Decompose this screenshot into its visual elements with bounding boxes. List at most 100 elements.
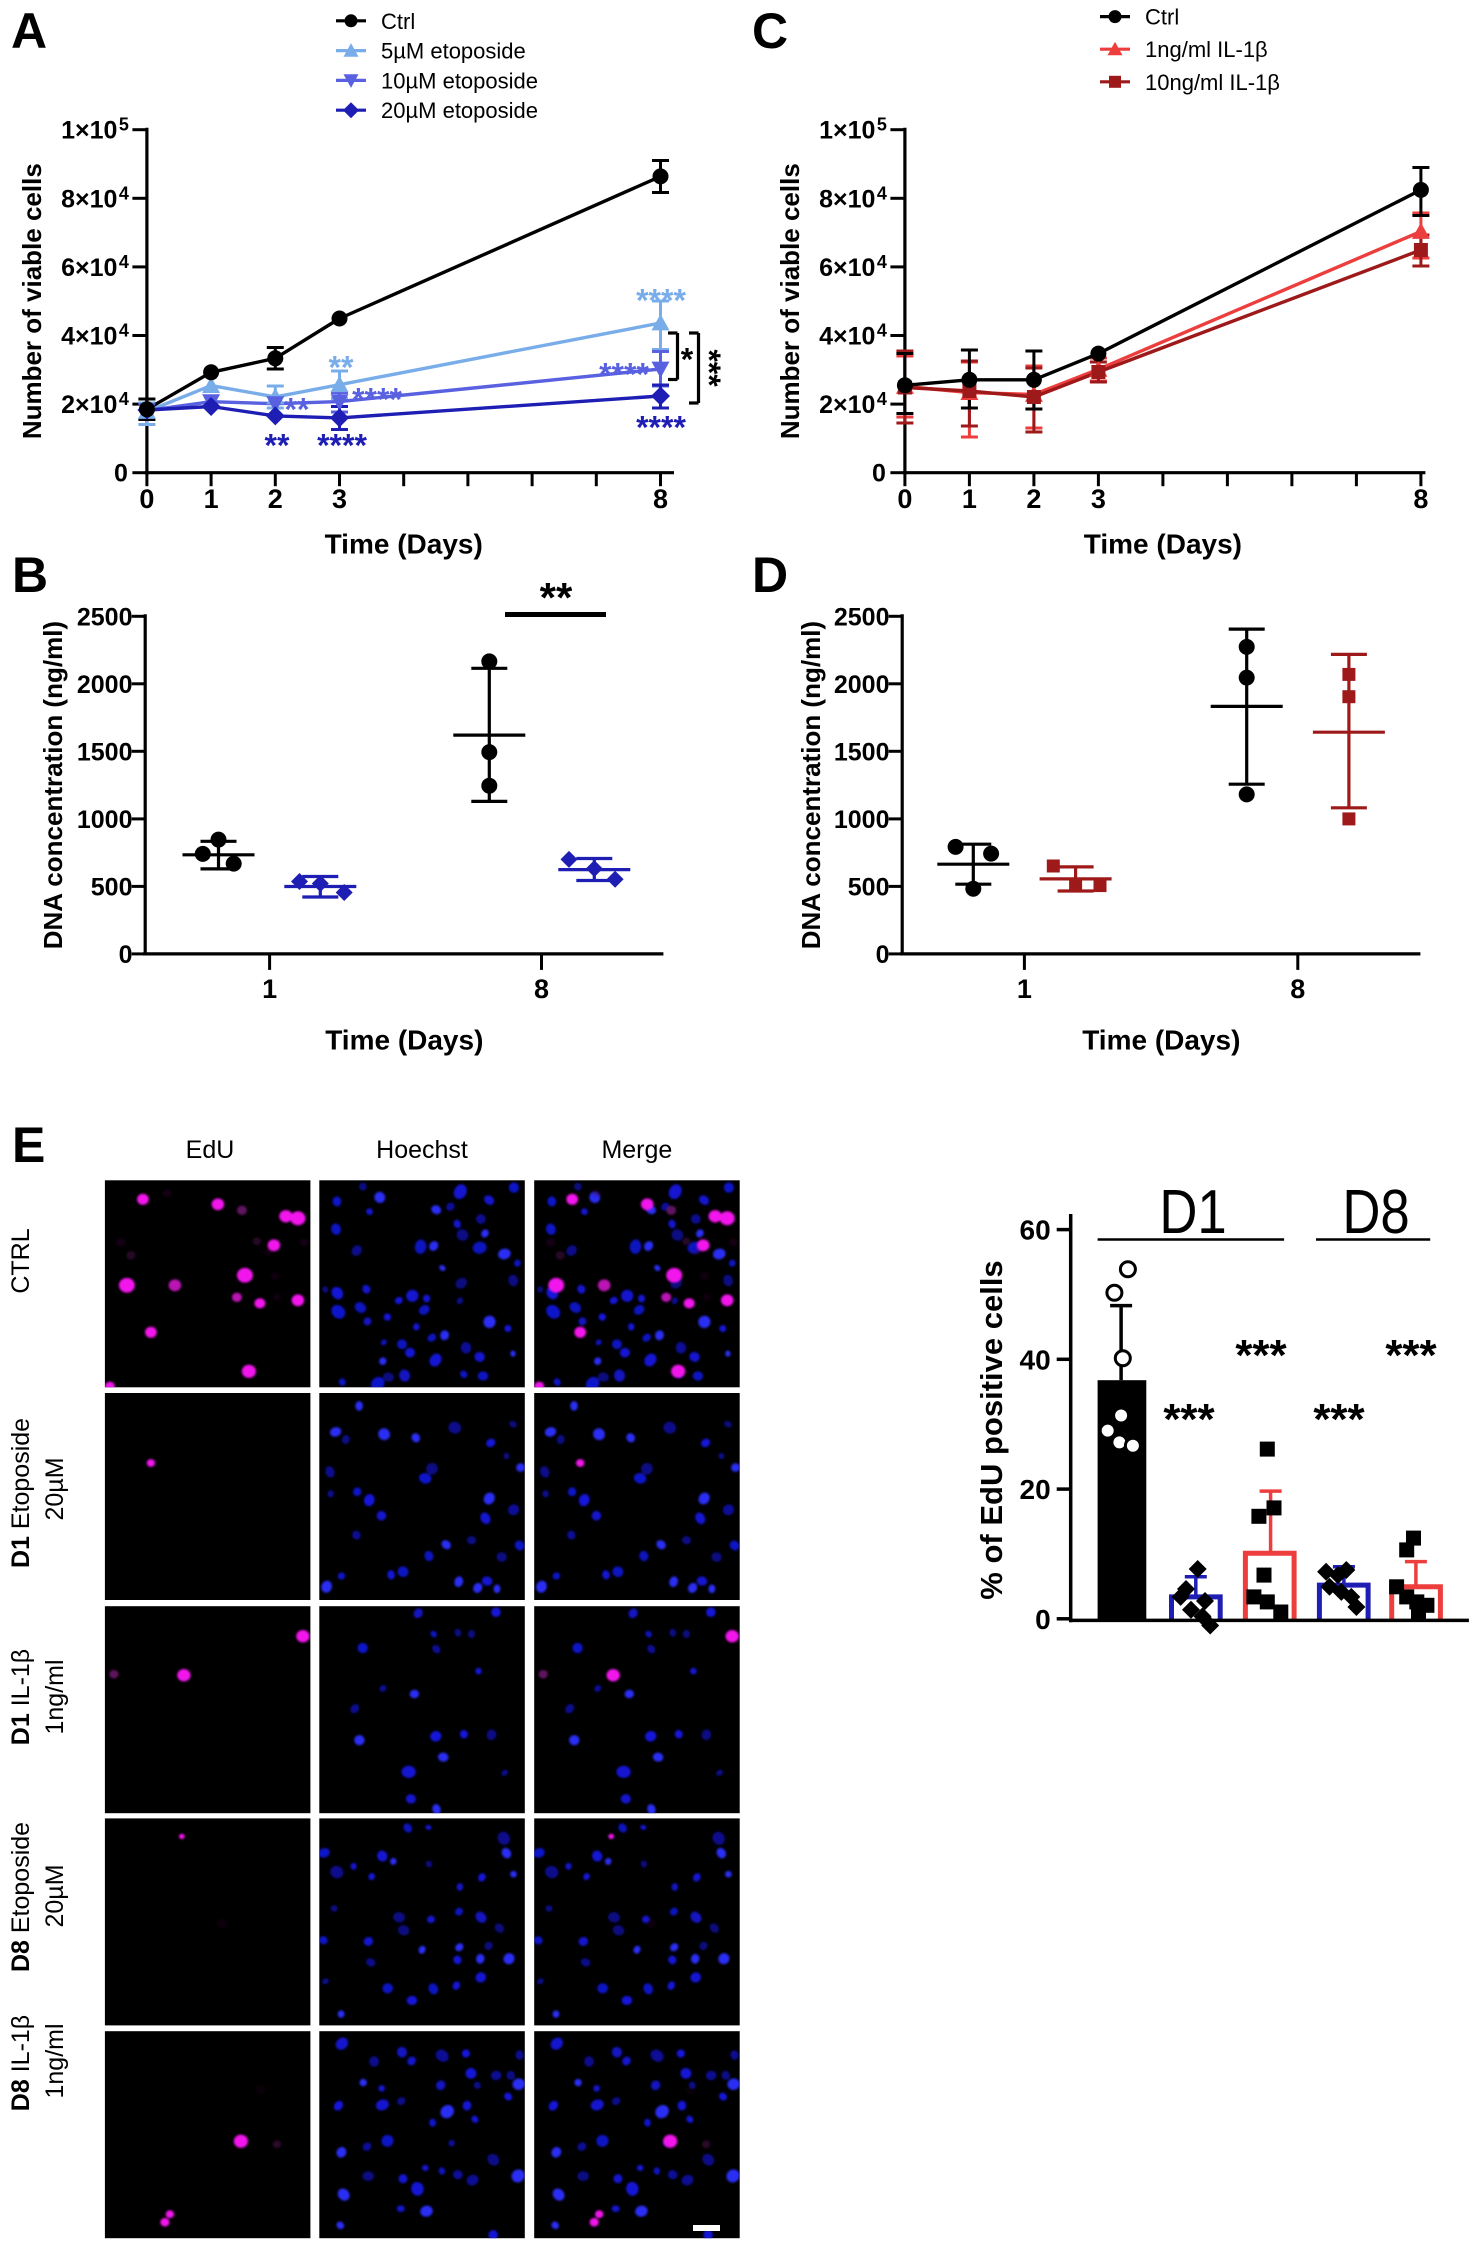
svg-text:**: ** <box>285 391 310 427</box>
svg-text:1000: 1000 <box>77 806 133 834</box>
svg-text:3: 3 <box>1091 484 1106 514</box>
svg-text:4×10: 4×10 <box>61 323 117 351</box>
svg-text:2: 2 <box>1026 484 1041 514</box>
svg-text:20µM etoposide: 20µM etoposide <box>381 98 538 123</box>
svg-text:2000: 2000 <box>77 671 133 699</box>
svg-text:D8: D8 <box>1342 1178 1409 1247</box>
svg-text:1000: 1000 <box>834 806 890 834</box>
svg-text:40: 40 <box>1020 1344 1051 1375</box>
svg-text:A: A <box>11 3 47 59</box>
svg-text:***: *** <box>691 349 727 387</box>
svg-text:4: 4 <box>119 389 129 409</box>
svg-text:8×10: 8×10 <box>819 185 875 213</box>
svg-text:8×10: 8×10 <box>61 185 117 213</box>
svg-text:8: 8 <box>1290 974 1305 1004</box>
svg-text:D: D <box>752 547 788 603</box>
svg-text:Ctrl: Ctrl <box>1145 5 1179 30</box>
svg-text:*: * <box>681 341 694 377</box>
svg-text:10µM etoposide: 10µM etoposide <box>381 68 538 93</box>
svg-text:****: **** <box>317 427 367 463</box>
svg-text:CTRL: CTRL <box>7 1228 35 1293</box>
svg-text:****: **** <box>599 356 649 392</box>
svg-text:4: 4 <box>877 183 887 203</box>
svg-text:5: 5 <box>119 115 129 135</box>
svg-text:5µM etoposide: 5µM etoposide <box>381 39 526 64</box>
svg-text:1: 1 <box>1017 974 1032 1004</box>
svg-text:Number of viable cells: Number of viable cells <box>17 163 47 439</box>
svg-text:Merge: Merge <box>601 1136 672 1164</box>
svg-text:D8 IL-1β: D8 IL-1β <box>7 2015 35 2111</box>
svg-text:***: *** <box>1313 1395 1365 1444</box>
svg-text:6×10: 6×10 <box>819 254 875 282</box>
svg-text:0: 0 <box>119 941 133 969</box>
svg-text:0: 0 <box>876 941 890 969</box>
svg-text:4: 4 <box>877 389 887 409</box>
svg-text:EdU: EdU <box>186 1136 235 1164</box>
svg-text:Time (Days): Time (Days) <box>1084 529 1242 560</box>
svg-text:B: B <box>12 547 48 603</box>
svg-text:Time (Days): Time (Days) <box>1082 1024 1240 1055</box>
svg-text:1ng/ml: 1ng/ml <box>41 2023 69 2098</box>
svg-text:DNA concentration (ng/ml): DNA concentration (ng/ml) <box>38 621 68 949</box>
svg-text:3: 3 <box>332 484 347 514</box>
svg-text:2000: 2000 <box>834 671 890 699</box>
svg-text:1500: 1500 <box>77 738 133 766</box>
svg-text:****: **** <box>636 409 686 445</box>
svg-text:20µM: 20µM <box>41 1864 69 1927</box>
svg-text:4: 4 <box>119 183 129 203</box>
svg-text:1ng/ml: 1ng/ml <box>41 1659 69 1734</box>
svg-text:60: 60 <box>1020 1215 1051 1246</box>
svg-text:% of EdU positive cells: % of EdU positive cells <box>974 1260 1009 1599</box>
svg-text:10ng/ml IL-1β: 10ng/ml IL-1β <box>1145 70 1280 95</box>
svg-text:Ctrl: Ctrl <box>381 9 415 34</box>
svg-text:500: 500 <box>848 873 890 901</box>
svg-text:D8 Etoposide: D8 Etoposide <box>7 1822 35 1972</box>
svg-text:**: ** <box>540 574 573 621</box>
svg-text:8: 8 <box>534 974 549 1004</box>
svg-text:1×10: 1×10 <box>819 117 875 145</box>
svg-text:Hoechst: Hoechst <box>376 1136 468 1164</box>
svg-text:5: 5 <box>877 115 887 135</box>
svg-text:6×10: 6×10 <box>61 254 117 282</box>
svg-text:**: ** <box>265 427 290 463</box>
svg-text:2: 2 <box>268 484 283 514</box>
svg-text:4: 4 <box>877 321 887 341</box>
svg-text:***: *** <box>1385 1331 1437 1380</box>
svg-text:1500: 1500 <box>834 738 890 766</box>
svg-text:20: 20 <box>1020 1474 1051 1505</box>
svg-text:4: 4 <box>877 252 887 272</box>
svg-text:D1 IL-1β: D1 IL-1β <box>7 1649 35 1745</box>
svg-text:500: 500 <box>91 873 133 901</box>
svg-text:0: 0 <box>139 484 154 514</box>
svg-text:E: E <box>12 1117 45 1173</box>
svg-text:Time (Days): Time (Days) <box>325 1024 483 1055</box>
svg-text:DNA concentration (ng/ml): DNA concentration (ng/ml) <box>796 621 826 949</box>
svg-text:4: 4 <box>119 321 129 341</box>
svg-text:**: ** <box>329 349 354 385</box>
svg-text:1×10: 1×10 <box>61 117 117 145</box>
svg-text:8: 8 <box>1413 484 1428 514</box>
svg-text:***: *** <box>1235 1331 1287 1380</box>
svg-text:1ng/ml IL-1β: 1ng/ml IL-1β <box>1145 37 1268 62</box>
svg-text:0: 0 <box>872 460 886 488</box>
svg-text:Number of viable cells: Number of viable cells <box>775 163 805 439</box>
svg-text:2×10: 2×10 <box>61 391 117 419</box>
svg-text:D1: D1 <box>1159 1178 1226 1247</box>
svg-text:1: 1 <box>962 484 977 514</box>
svg-text:Time (Days): Time (Days) <box>325 529 483 560</box>
svg-text:1: 1 <box>262 974 277 1004</box>
svg-text:2500: 2500 <box>834 603 890 631</box>
svg-text:D1 Etoposide: D1 Etoposide <box>7 1418 35 1568</box>
svg-text:***: *** <box>1163 1395 1215 1444</box>
svg-text:****: **** <box>636 282 686 318</box>
svg-text:1: 1 <box>204 484 219 514</box>
svg-text:4×10: 4×10 <box>819 323 875 351</box>
svg-text:20µM: 20µM <box>41 1457 69 1520</box>
svg-text:C: C <box>752 3 788 59</box>
svg-text:2×10: 2×10 <box>819 391 875 419</box>
svg-text:****: **** <box>352 381 402 417</box>
svg-text:0: 0 <box>114 460 128 488</box>
svg-text:8: 8 <box>653 484 668 514</box>
svg-text:0: 0 <box>897 484 912 514</box>
svg-text:4: 4 <box>119 252 129 272</box>
